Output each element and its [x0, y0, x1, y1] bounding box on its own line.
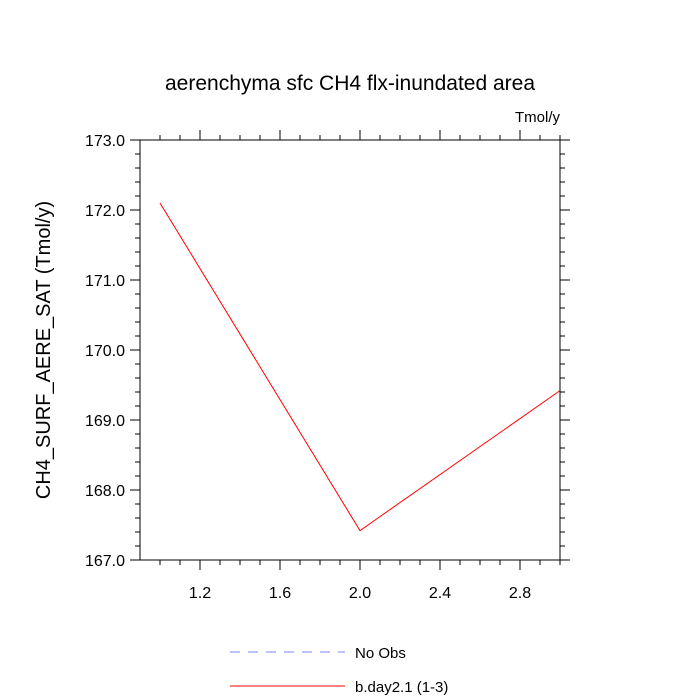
y-tick-label: 167.0: [85, 553, 125, 570]
tick-labels: 167.0 168.0 169.0 170.0 171.0 172.0 173.0 1.2 1.…: [85, 133, 531, 602]
y-tick-label: 169.0: [85, 413, 125, 430]
x-tick-label: 2.0: [349, 585, 371, 602]
y-tick-label: 171.0: [85, 273, 125, 290]
legend-label: b.day2.1 (1-3): [355, 679, 448, 696]
legend-label: No Obs: [355, 645, 406, 662]
x-tick-label: 2.4: [429, 585, 451, 602]
minor-ticks: [135, 135, 565, 565]
y-tick-label: 172.0: [85, 203, 125, 220]
legend: No Obs b.day2.1 (1-3): [230, 645, 448, 696]
y-tick-label: 168.0: [85, 483, 125, 500]
chart-title: aerenchyma sfc CH4 flx-inundated area: [165, 72, 535, 95]
y-axis-label: CH4_SURF_AERE_SAT (Tmol/y): [33, 201, 55, 499]
x-tick-label: 1.6: [269, 585, 291, 602]
series-layer: [159, 202, 561, 532]
series-line: [159, 202, 561, 532]
major-ticks: [130, 130, 570, 570]
units-label: Tmol/y: [515, 109, 561, 126]
x-tick-label: 2.8: [509, 585, 531, 602]
x-tick-label: 1.2: [189, 585, 211, 602]
y-tick-label: 173.0: [85, 133, 125, 150]
y-tick-label: 170.0: [85, 343, 125, 360]
plot-frame: [139, 139, 561, 561]
